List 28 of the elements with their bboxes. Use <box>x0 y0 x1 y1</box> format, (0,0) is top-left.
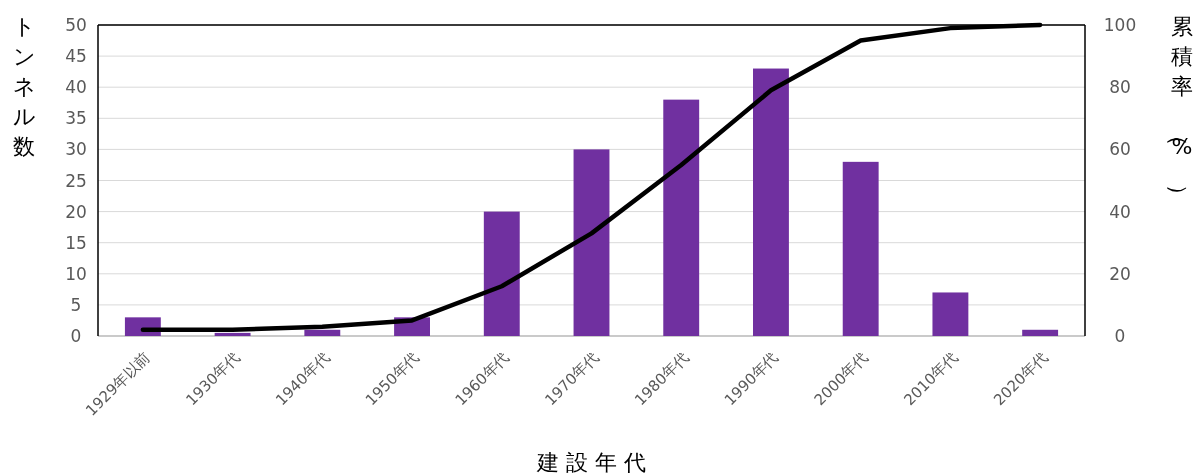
y2-tick-label: 60 <box>1109 139 1131 160</box>
y-tick-label: 10 <box>65 263 87 284</box>
y2-tick-label: 100 <box>1103 15 1137 35</box>
y2-tick-label: 0 <box>1114 326 1126 346</box>
y2-tick-label: 20 <box>1109 263 1131 284</box>
bar <box>842 161 879 336</box>
y-tick-label: 20 <box>65 201 87 222</box>
y-tick-label: 25 <box>65 170 87 191</box>
y-tick-label: 0 <box>70 326 82 346</box>
bar <box>663 99 700 336</box>
bar <box>932 292 969 336</box>
y-tick-label: 40 <box>65 77 87 98</box>
bar <box>573 149 610 336</box>
bar <box>1022 329 1059 336</box>
y-tick-label: 5 <box>70 294 82 315</box>
bar <box>214 332 251 336</box>
y-tick-label: 15 <box>65 232 87 253</box>
y2-tick-label: 40 <box>1109 201 1131 222</box>
bar <box>304 329 341 336</box>
y-tick-label: 30 <box>65 139 87 160</box>
y-axis-title: トンネル数 <box>12 14 36 159</box>
bar <box>483 211 520 336</box>
x-axis-title: 建 設 年 代 <box>536 450 646 475</box>
y-tick-label: 45 <box>65 46 87 67</box>
y-tick-label: 50 <box>65 15 87 35</box>
y2-tick-label: 80 <box>1109 77 1131 98</box>
y-tick-label: 35 <box>65 108 87 129</box>
bar <box>753 68 789 336</box>
